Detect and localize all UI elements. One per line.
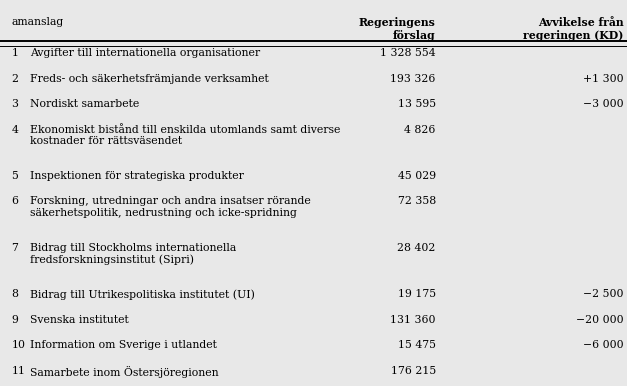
Text: amanslag: amanslag: [11, 17, 63, 27]
Text: 8: 8: [11, 289, 18, 299]
Text: −3 000: −3 000: [583, 99, 624, 109]
Text: 7: 7: [11, 243, 18, 253]
Text: Svenska institutet: Svenska institutet: [30, 315, 129, 325]
Text: −2 500: −2 500: [583, 289, 624, 299]
Text: Avgifter till internationella organisationer: Avgifter till internationella organisati…: [30, 48, 260, 58]
Text: 4 826: 4 826: [404, 125, 436, 135]
Text: Avvikelse från
regeringen (KD): Avvikelse från regeringen (KD): [524, 17, 624, 41]
Text: Ekonomiskt bistånd till enskilda utomlands samt diverse
kostnader för rättsväsen: Ekonomiskt bistånd till enskilda utomlan…: [30, 125, 340, 146]
Text: Nordiskt samarbete: Nordiskt samarbete: [30, 99, 139, 109]
Text: Regeringens
förslag: Regeringens förslag: [359, 17, 436, 41]
Text: 45 029: 45 029: [398, 171, 436, 181]
Text: 2: 2: [11, 74, 18, 84]
Text: 3: 3: [11, 99, 18, 109]
Text: +1 300: +1 300: [583, 74, 624, 84]
Text: 19 175: 19 175: [398, 289, 436, 299]
Text: Information om Sverige i utlandet: Information om Sverige i utlandet: [30, 340, 217, 350]
Text: 1 328 554: 1 328 554: [380, 48, 436, 58]
Text: Bidrag till Utrikespolitiska institutet (UI): Bidrag till Utrikespolitiska institutet …: [30, 289, 255, 300]
Text: 9: 9: [11, 315, 18, 325]
Text: 131 360: 131 360: [390, 315, 436, 325]
Text: Inspektionen för strategiska produkter: Inspektionen för strategiska produkter: [30, 171, 244, 181]
Text: 28 402: 28 402: [398, 243, 436, 253]
Text: Samarbete inom Östersjöregionen: Samarbete inom Östersjöregionen: [30, 366, 219, 378]
Text: Bidrag till Stockholms internationella
fredsforskningsinstitut (Sipri): Bidrag till Stockholms internationella f…: [30, 243, 236, 265]
Text: −20 000: −20 000: [576, 315, 624, 325]
Text: 15 475: 15 475: [398, 340, 436, 350]
Text: 176 215: 176 215: [391, 366, 436, 376]
Text: 193 326: 193 326: [391, 74, 436, 84]
Text: 1: 1: [11, 48, 18, 58]
Text: 5: 5: [11, 171, 18, 181]
Text: 11: 11: [11, 366, 25, 376]
Text: 10: 10: [11, 340, 25, 350]
Text: Freds- och säkerhetsfrämjande verksamhet: Freds- och säkerhetsfrämjande verksamhet: [30, 74, 269, 84]
Text: 4: 4: [11, 125, 18, 135]
Text: −6 000: −6 000: [583, 340, 624, 350]
Text: Forskning, utredningar och andra insatser rörande
säkerhetspolitik, nedrustning : Forskning, utredningar och andra insatse…: [30, 196, 311, 218]
Text: 72 358: 72 358: [398, 196, 436, 207]
Text: 13 595: 13 595: [398, 99, 436, 109]
Text: 6: 6: [11, 196, 18, 207]
